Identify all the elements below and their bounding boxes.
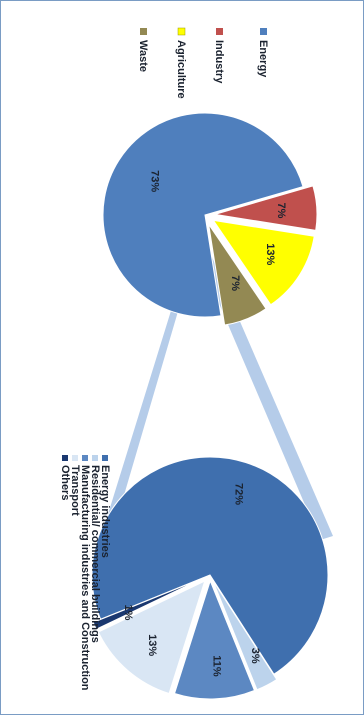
legend-label: Energy bbox=[257, 40, 269, 78]
energy-slice-3 bbox=[97, 580, 206, 695]
legend-swatch bbox=[177, 27, 186, 36]
sector-slice-0 bbox=[102, 112, 304, 318]
energy-slice-label: 13% bbox=[146, 634, 158, 656]
energy-slice-label: 11% bbox=[210, 655, 222, 677]
legend-label: Industry bbox=[213, 40, 225, 84]
legend-swatch bbox=[140, 28, 147, 35]
legend-item-waste: Waste bbox=[137, 28, 149, 72]
legend-item-energy-industries: Energy industries bbox=[99, 455, 111, 558]
sector-slice-2 bbox=[212, 219, 315, 306]
sector-pie: 73% 7% 13% 7% bbox=[102, 112, 318, 326]
legend-item-industry: Industry bbox=[213, 28, 225, 84]
energy-breakdown-pie: 72% 3% 11% 13% 1% bbox=[91, 456, 329, 700]
sector-slice-1 bbox=[214, 185, 318, 231]
energy-legend: Energy industries Residential/ commercia… bbox=[59, 455, 111, 691]
sector-slice-label: 7% bbox=[229, 275, 241, 291]
energy-slice-1 bbox=[212, 580, 278, 691]
legend-item-others: Others bbox=[59, 455, 71, 500]
energy-slice-label: 72% bbox=[233, 483, 245, 505]
legend-label: Energy industries bbox=[99, 465, 111, 558]
legend-label: Transport bbox=[69, 465, 81, 516]
legend-swatch bbox=[216, 28, 223, 35]
sector-slice-label: 73% bbox=[149, 170, 161, 192]
legend-item-agriculture: Agriculture bbox=[175, 27, 187, 99]
energy-slice-0 bbox=[91, 456, 329, 675]
legend-item-energy: Energy bbox=[257, 28, 269, 78]
energy-slice-label: 1% bbox=[122, 605, 134, 621]
sector-slice-label: 7% bbox=[275, 202, 287, 218]
legend-label: Others bbox=[59, 465, 71, 500]
legend-swatch bbox=[72, 455, 78, 461]
legend-swatch bbox=[260, 28, 267, 35]
legend-swatch bbox=[102, 455, 108, 461]
legend-item-manufacturing: Manufacturing industries and Constructio… bbox=[79, 455, 91, 691]
sector-legend: Energy Industry Agriculture Waste bbox=[137, 27, 269, 99]
legend-label: Manufacturing industries and Constructio… bbox=[79, 465, 91, 691]
legend-label: Waste bbox=[137, 40, 149, 72]
legend-swatch bbox=[62, 455, 68, 461]
legend-item-transport: Transport bbox=[69, 455, 81, 516]
energy-slice-4 bbox=[92, 577, 203, 630]
sector-slice-label: 13% bbox=[264, 243, 276, 265]
sector-slice-3 bbox=[208, 224, 267, 326]
legend-item-residential: Residential/ commercial buildings bbox=[89, 455, 101, 643]
legend-swatch bbox=[82, 455, 88, 461]
legend-label: Residential/ commercial buildings bbox=[89, 465, 101, 643]
legend-label: Agriculture bbox=[175, 40, 187, 99]
energy-slice-2 bbox=[173, 579, 256, 700]
legend-swatch bbox=[92, 455, 98, 461]
energy-slice-label: 3% bbox=[249, 648, 261, 664]
